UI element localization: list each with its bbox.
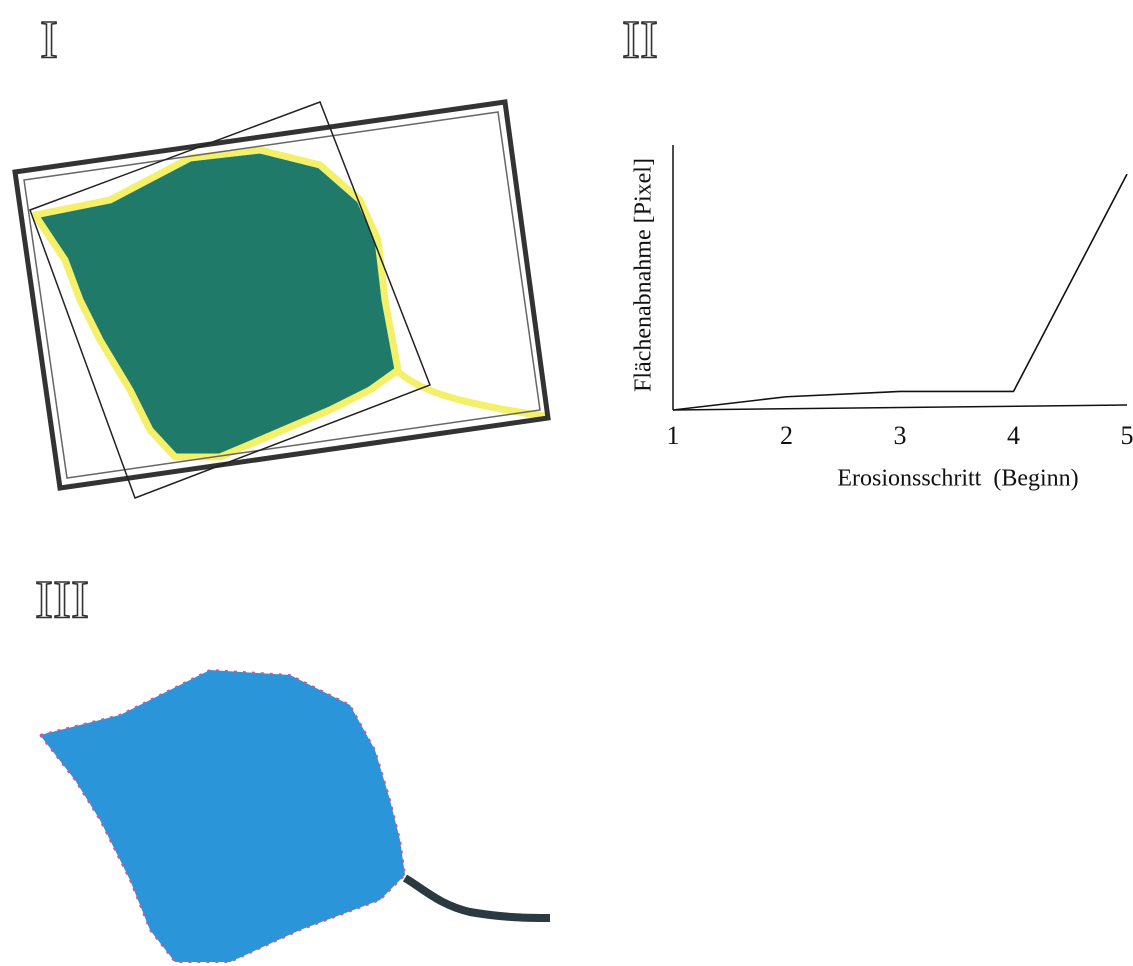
rotated-box [29, 101, 431, 499]
panel-label: II [622, 9, 658, 69]
outer-box [12, 99, 551, 491]
x-tick-label: 3 [894, 421, 907, 450]
leaf-stem [395, 369, 546, 420]
outer-box-inner [23, 111, 541, 479]
leaf-segmented-image [39, 669, 551, 963]
x-tick-label: 5 [1121, 421, 1133, 450]
y-axis-label: Flächenabnahme [Pixel] [631, 158, 657, 392]
x-tick-label: 1 [667, 421, 680, 450]
x-axis-label: Erosionsschritt (Beginn) [837, 466, 1078, 492]
panel-label: I [40, 9, 58, 69]
leaf-bounding-image [12, 99, 551, 499]
x-tick-label: 2 [780, 421, 793, 450]
panel-label: III [35, 569, 89, 629]
data-line [672, 173, 1128, 411]
leaf-blade [39, 669, 406, 963]
leaf-stem [402, 874, 551, 922]
x-tick-label: 4 [1007, 421, 1020, 450]
x-axis [672, 404, 1128, 411]
leaf-area [31, 146, 402, 461]
